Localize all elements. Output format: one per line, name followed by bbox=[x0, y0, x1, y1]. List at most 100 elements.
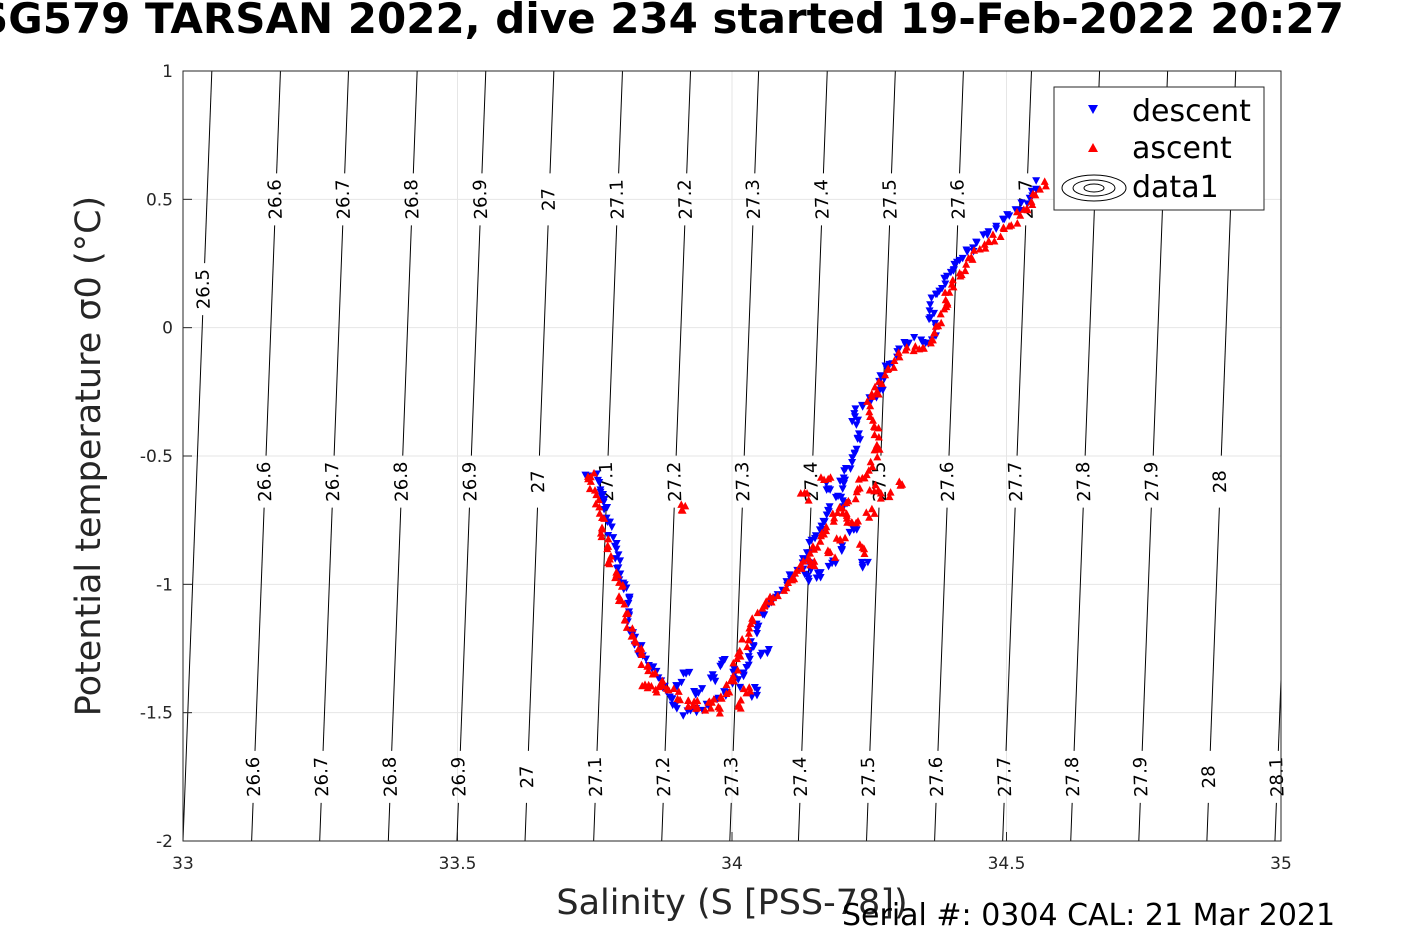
ascent-point bbox=[948, 275, 957, 284]
descent-point bbox=[854, 416, 863, 425]
contour-label-27: 27 bbox=[538, 187, 560, 211]
ascent-point bbox=[990, 237, 999, 245]
ascent-point bbox=[627, 632, 636, 640]
descent-point bbox=[926, 301, 935, 309]
descent-point bbox=[805, 539, 814, 547]
ascent-point bbox=[842, 498, 851, 507]
contour-line-27-8 bbox=[1073, 507, 1084, 751]
ascent-point bbox=[673, 694, 682, 703]
descent-point bbox=[581, 471, 590, 480]
ascent-point bbox=[674, 687, 683, 695]
density-contours bbox=[183, 71, 1281, 841]
descent-point bbox=[597, 492, 606, 501]
descent-point bbox=[672, 682, 681, 690]
descent-point bbox=[851, 405, 860, 413]
ascent-point bbox=[996, 232, 1005, 240]
ascent-point bbox=[744, 635, 753, 644]
ascent-point bbox=[745, 623, 754, 632]
ascent-point bbox=[664, 685, 673, 694]
descent-point bbox=[735, 683, 744, 692]
contour-line-26-5 bbox=[183, 315, 204, 841]
contour-line-26-7 bbox=[322, 507, 333, 751]
ascent-point bbox=[743, 642, 752, 651]
ascent-point bbox=[865, 486, 874, 494]
ascent-point bbox=[806, 556, 815, 565]
ascent-point bbox=[722, 689, 731, 697]
descent-point bbox=[811, 534, 820, 543]
contour-label-26-6: 26.6 bbox=[254, 461, 276, 502]
descent-point bbox=[876, 372, 885, 380]
contour-label-26-7: 26.7 bbox=[322, 461, 344, 502]
ascent-point bbox=[729, 671, 738, 680]
descent-point bbox=[605, 518, 614, 527]
ascent-point bbox=[787, 575, 796, 583]
descent-point bbox=[979, 231, 988, 239]
contour-line-28 bbox=[1206, 802, 1209, 841]
contour-label-27: 27 bbox=[528, 470, 550, 494]
contour-label-27-9: 27.9 bbox=[1130, 756, 1152, 797]
contour-line-27-7 bbox=[1005, 507, 1016, 751]
descent-point bbox=[840, 467, 849, 475]
descent-point bbox=[950, 260, 959, 269]
contour-label-28: 28 bbox=[1209, 470, 1231, 494]
descent-point bbox=[745, 655, 754, 664]
contour-label-27-5: 27.5 bbox=[879, 179, 901, 220]
descent-point bbox=[854, 430, 863, 438]
ascent-point bbox=[803, 489, 812, 497]
ascent-point bbox=[981, 244, 990, 252]
legend: descent ascent data1 bbox=[1053, 86, 1265, 211]
descent-point bbox=[763, 649, 772, 658]
ascent-point bbox=[873, 452, 882, 461]
descent-point bbox=[858, 564, 867, 572]
contour-label-27-3: 27.3 bbox=[721, 756, 743, 797]
contour-line-27-5 bbox=[890, 71, 896, 174]
ascent-point bbox=[975, 244, 984, 253]
contour-line-27-2 bbox=[664, 507, 675, 751]
descent-point bbox=[677, 678, 686, 687]
ascent-point bbox=[851, 494, 860, 503]
ascent-point bbox=[865, 513, 874, 521]
contour-label-26-7: 26.7 bbox=[332, 179, 354, 220]
y-tick-label: -2 bbox=[156, 832, 173, 852]
serial-cal-footer: Serial #: 0304 CAL: 21 Mar 2021 bbox=[842, 898, 1336, 933]
descent-point bbox=[612, 539, 621, 548]
ascent-point bbox=[868, 462, 877, 471]
contour-line-27 bbox=[549, 71, 555, 174]
contour-line-26-8 bbox=[391, 507, 402, 751]
ascent-point bbox=[644, 666, 653, 675]
ascent-point bbox=[824, 474, 833, 483]
x-tick-label: 34 bbox=[721, 854, 743, 874]
y-tick-label: -1 bbox=[156, 575, 173, 595]
ascent-point bbox=[876, 494, 885, 502]
descent-point bbox=[852, 526, 861, 534]
ascent-point bbox=[874, 432, 883, 441]
ascent-point bbox=[634, 644, 643, 653]
ascent-point bbox=[773, 591, 782, 600]
descent-point bbox=[1005, 212, 1014, 220]
descent-point bbox=[698, 685, 707, 693]
ascent-point bbox=[833, 508, 842, 517]
y-tick-label: 0 bbox=[162, 319, 173, 339]
descent-point bbox=[941, 280, 950, 288]
contour-label-26-9: 26.9 bbox=[459, 461, 481, 502]
ascent-point bbox=[594, 495, 603, 504]
descent-point bbox=[819, 517, 828, 526]
descent-point bbox=[730, 665, 739, 674]
ascent-point bbox=[1040, 177, 1049, 185]
ascent-point bbox=[895, 352, 904, 361]
descent-point bbox=[930, 309, 939, 318]
contour-line-26-6 bbox=[276, 71, 281, 174]
contour-line-26-7 bbox=[344, 71, 350, 174]
ascent-point bbox=[871, 480, 880, 489]
contour-label-27-7: 27.7 bbox=[1005, 461, 1027, 502]
contour-label-27-8: 27.8 bbox=[1062, 756, 1084, 797]
descent-point bbox=[616, 557, 625, 565]
descent-point bbox=[848, 454, 857, 462]
contour-line-27-4 bbox=[797, 802, 801, 841]
contour-label-26-8: 26.8 bbox=[401, 179, 423, 220]
ascent-point bbox=[606, 551, 615, 560]
ascent-point bbox=[621, 609, 630, 618]
ascent-point bbox=[742, 688, 751, 697]
ascent-point bbox=[615, 578, 624, 586]
ascent-point bbox=[651, 685, 660, 693]
